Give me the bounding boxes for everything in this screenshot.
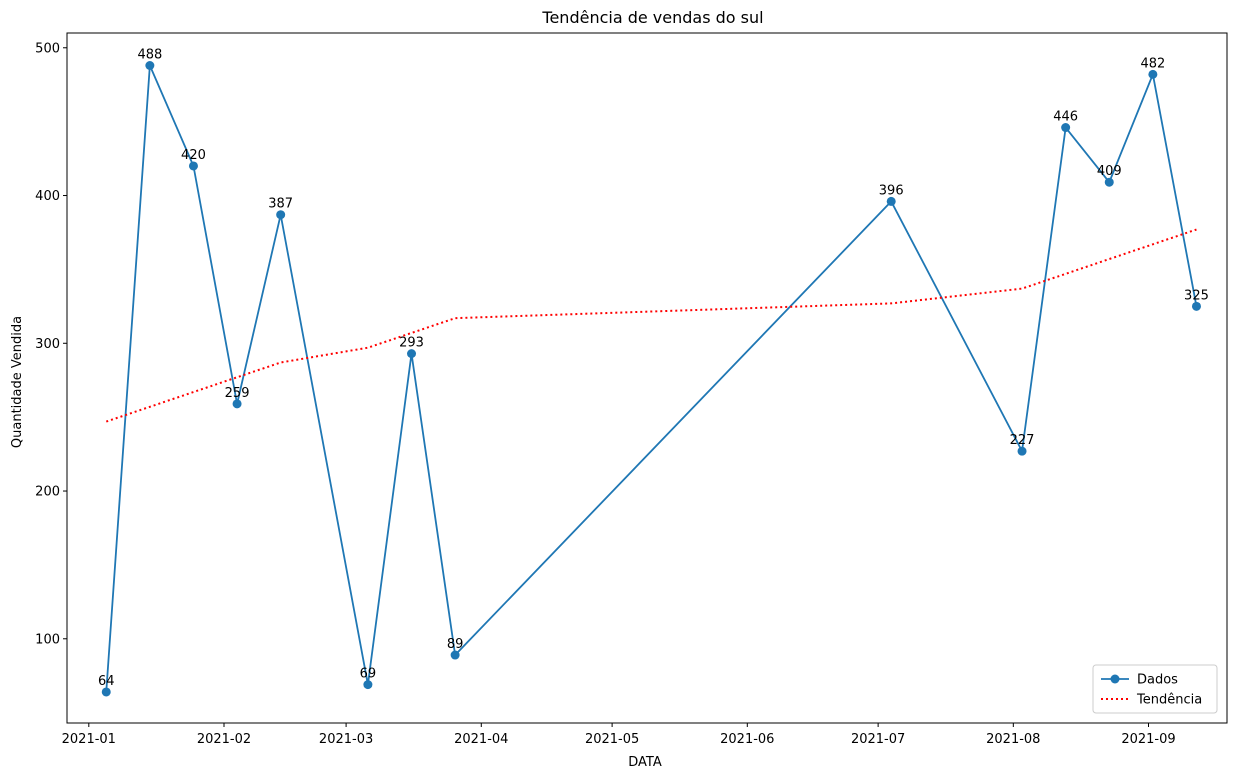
- data-label: 387: [268, 197, 293, 212]
- data-point: [1017, 446, 1027, 456]
- data-label: 446: [1053, 110, 1078, 125]
- data-label: 409: [1097, 164, 1122, 179]
- data-point: [450, 650, 460, 660]
- data-point: [1061, 123, 1071, 133]
- y-tick-label: 100: [35, 632, 60, 647]
- data-label: 325: [1184, 288, 1209, 303]
- x-tick-label: 2021-07: [851, 732, 905, 747]
- x-tick-label: 2021-04: [454, 732, 508, 747]
- data-point: [276, 210, 286, 220]
- data-label: 259: [225, 386, 250, 401]
- trend-line: [105, 228, 1197, 423]
- data-label: 69: [360, 667, 377, 682]
- y-tick-label: 500: [35, 41, 60, 56]
- axes-frame: [66, 32, 1228, 724]
- x-tick-label: 2021-01: [62, 732, 116, 747]
- data-point: [101, 687, 111, 697]
- x-axis-label: DATA: [628, 755, 662, 770]
- data-point: [363, 680, 373, 690]
- data-label: 89: [447, 637, 464, 652]
- y-tick-label: 200: [35, 485, 60, 500]
- data-point: [232, 399, 242, 409]
- data-label: 488: [137, 48, 162, 63]
- legend-box: [1092, 664, 1218, 714]
- data-label: 64: [98, 674, 115, 689]
- data-point: [1104, 177, 1114, 187]
- data-label: 396: [879, 183, 904, 198]
- x-tick-label: 2021-09: [1121, 732, 1175, 747]
- y-tick-label: 400: [35, 189, 60, 204]
- chart-title: Tendência de vendas do sul: [541, 8, 763, 27]
- legend: Dados Tendência: [1092, 664, 1218, 714]
- x-tick-label: 2021-03: [319, 732, 373, 747]
- x-tick-label: 2021-08: [986, 732, 1040, 747]
- y-tick-label: 300: [35, 337, 60, 352]
- data-point: [145, 61, 155, 71]
- y-axis-label: Quantidade Vendida: [10, 316, 25, 448]
- data-label: 227: [1010, 433, 1035, 448]
- data-point: [886, 196, 896, 206]
- data-point: [407, 349, 417, 359]
- x-tick-label: 2021-02: [197, 732, 251, 747]
- x-tick-label: 2021-06: [720, 732, 774, 747]
- legend-label: Tendência: [1136, 693, 1202, 708]
- legend-marker: [1110, 674, 1120, 684]
- data-point: [1191, 301, 1201, 311]
- data-label: 420: [181, 148, 206, 163]
- legend-label: Dados: [1137, 673, 1178, 688]
- x-tick-label: 2021-05: [585, 732, 639, 747]
- data-point: [188, 161, 198, 171]
- sales-line: [105, 65, 1198, 693]
- data-label: 482: [1140, 56, 1165, 71]
- data-point: [1148, 69, 1158, 79]
- data-label: 293: [399, 336, 424, 351]
- plot-area: 2021-01 2021-02 2021-03 2021-04 2021-05 2021-…: [35, 32, 1228, 747]
